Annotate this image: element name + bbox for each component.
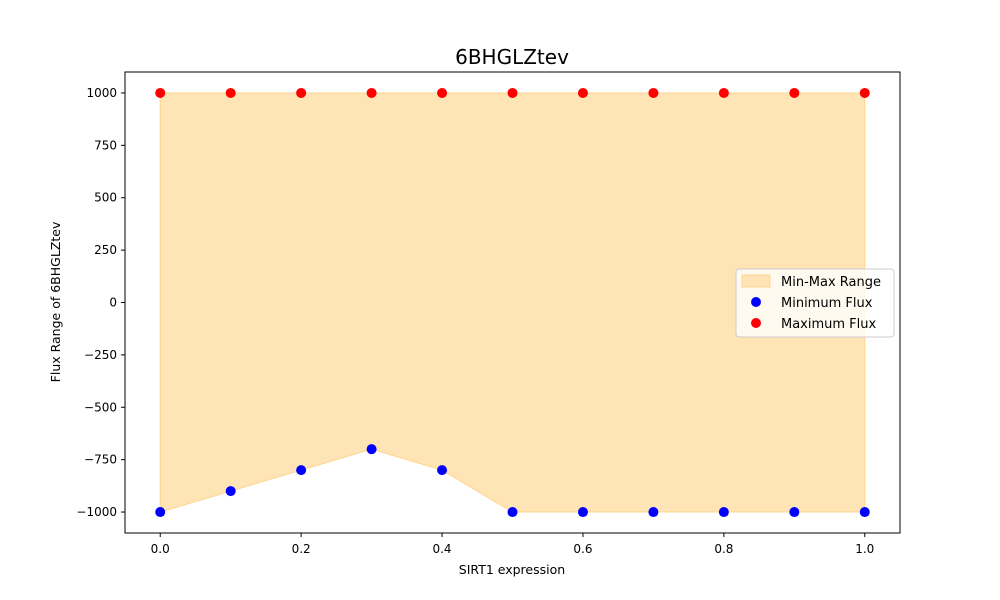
- y-tick-label: −1000: [76, 505, 117, 519]
- point-maximum-6: [577, 87, 588, 98]
- point-minimum-4: [437, 465, 448, 476]
- point-maximum-3: [366, 87, 377, 98]
- point-maximum-7: [648, 87, 659, 98]
- x-tick-label: 0.2: [292, 542, 311, 556]
- legend-label-minimum: Minimum Flux: [781, 296, 873, 311]
- point-maximum-0: [155, 87, 166, 98]
- point-maximum-9: [789, 87, 800, 98]
- point-maximum-1: [225, 87, 236, 98]
- point-minimum-5: [507, 507, 518, 518]
- plot-area: [155, 87, 870, 518]
- legend-marker-minimum: [751, 297, 761, 307]
- point-minimum-9: [789, 507, 800, 518]
- x-tick-label: 0.6: [573, 542, 592, 556]
- point-minimum-3: [366, 444, 377, 455]
- legend-label-maximum: Maximum Flux: [781, 317, 877, 332]
- x-tick-label: 0.0: [151, 542, 170, 556]
- legend: Min-Max Range Minimum Flux Maximum Flux: [735, 268, 895, 338]
- x-tick-label: 0.8: [714, 542, 733, 556]
- y-tick-label: −250: [84, 348, 117, 362]
- point-minimum-6: [577, 507, 588, 518]
- y-tick-label: 750: [94, 138, 117, 152]
- legend-label-range: Min-Max Range: [781, 275, 881, 290]
- point-minimum-8: [718, 507, 729, 518]
- point-maximum-4: [437, 87, 448, 98]
- y-tick-label: 250: [94, 243, 117, 257]
- x-axis: 0.0 0.2 0.4 0.6 0.8 1.0: [151, 533, 874, 556]
- point-minimum-10: [859, 507, 870, 518]
- legend-box: [735, 268, 895, 338]
- y-axis-label: Flux Range of 6BHGLZtev: [48, 221, 63, 382]
- y-axis: −1000 −750 −500 −250 0 250 500 750 1000: [76, 86, 125, 519]
- legend-swatch-range: [741, 274, 771, 288]
- chart-title: 6BHGLZtev: [455, 45, 569, 69]
- point-minimum-2: [296, 465, 307, 476]
- y-tick-label: −750: [84, 453, 117, 467]
- point-minimum-7: [648, 507, 659, 518]
- y-tick-label: −500: [84, 400, 117, 414]
- point-maximum-8: [718, 87, 729, 98]
- point-maximum-5: [507, 87, 518, 98]
- x-tick-label: 1.0: [855, 542, 874, 556]
- point-maximum-10: [859, 87, 870, 98]
- y-tick-label: 1000: [86, 86, 117, 100]
- y-tick-label: 500: [94, 191, 117, 205]
- y-tick-label: 0: [109, 296, 117, 310]
- legend-marker-maximum: [751, 318, 761, 328]
- point-minimum-0: [155, 507, 166, 518]
- point-maximum-2: [296, 87, 307, 98]
- point-minimum-1: [225, 486, 236, 497]
- x-axis-label: SIRT1 expression: [459, 562, 565, 577]
- x-tick-label: 0.4: [432, 542, 451, 556]
